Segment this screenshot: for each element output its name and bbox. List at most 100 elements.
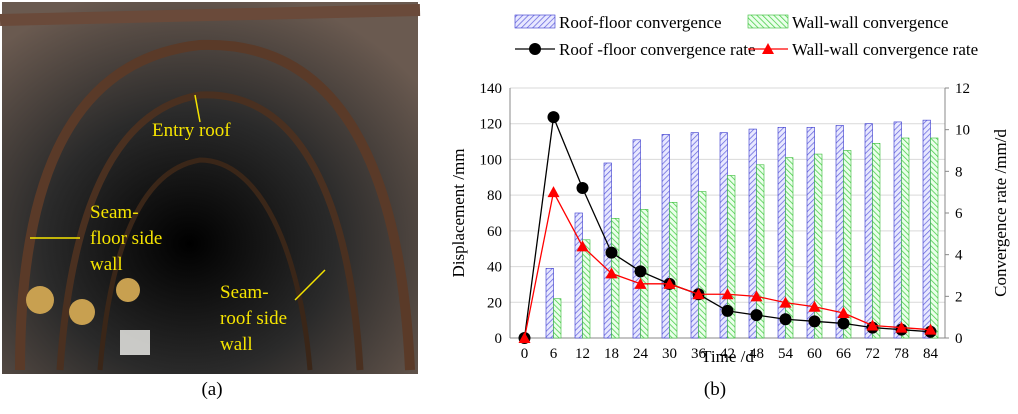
y-tick-label: 80 — [487, 188, 502, 204]
bar — [545, 268, 554, 339]
y-tick-label: 40 — [487, 260, 502, 276]
leader-line — [294, 269, 326, 301]
y-tick-label: 100 — [480, 152, 503, 168]
marker — [837, 317, 850, 330]
marker — [576, 182, 589, 194]
marker — [750, 290, 763, 302]
bar — [698, 191, 707, 339]
legend-swatch — [514, 14, 556, 29]
y-tick-label: 20 — [487, 295, 502, 311]
marker — [779, 313, 792, 326]
bar — [814, 153, 823, 339]
y2-tick-label: 4 — [955, 248, 963, 264]
x-tick-label: 48 — [749, 346, 764, 362]
photo-label: Entry roof — [152, 120, 231, 141]
bar — [930, 137, 939, 339]
y2-tick-label: 8 — [955, 164, 963, 180]
x-tick-label: 84 — [923, 346, 939, 362]
marker — [721, 288, 734, 300]
x-tick-label: 66 — [836, 346, 852, 362]
y2-tick-label: 6 — [955, 206, 963, 222]
marker — [924, 323, 937, 335]
worker — [26, 286, 54, 314]
marker — [518, 332, 531, 343]
x-tick-label: 54 — [778, 346, 794, 362]
marker — [547, 111, 560, 124]
y2-tick-label: 12 — [955, 81, 970, 97]
steel-arch — [97, 157, 313, 371]
x-tick-label: 42 — [720, 346, 735, 362]
x-tick-label: 24 — [633, 346, 649, 362]
legend-label: Roof -floor convergence rate — [559, 40, 756, 59]
lamp-light — [120, 330, 150, 355]
bar — [901, 137, 910, 339]
x-tick-label: 6 — [550, 346, 558, 362]
photo-label: wall — [90, 254, 123, 275]
photo-label: Seam- — [90, 202, 139, 223]
bar — [748, 128, 757, 339]
x-tick-label: 36 — [691, 346, 707, 362]
y-tick-label: 120 — [480, 117, 503, 133]
bar — [632, 139, 641, 339]
bar — [785, 157, 794, 339]
y2-tick-label: 2 — [955, 289, 963, 305]
marker — [837, 307, 850, 318]
bar — [690, 132, 699, 339]
photo-label: Seam- — [220, 282, 269, 303]
marker — [547, 186, 560, 198]
marker — [576, 240, 589, 252]
x-tick-label: 18 — [604, 346, 619, 362]
y-tick-label: 60 — [487, 224, 502, 240]
y-tick-label: 140 — [480, 81, 503, 97]
marker — [663, 277, 676, 289]
marker — [605, 267, 618, 279]
bar — [864, 123, 873, 339]
x-tick-label: 72 — [865, 346, 880, 362]
x-tick-label: 12 — [575, 346, 590, 362]
photo-label: floor side — [90, 228, 162, 249]
legend-swatch — [747, 14, 789, 29]
marker — [895, 321, 908, 333]
bar — [756, 164, 765, 339]
worker — [116, 278, 140, 302]
marker — [808, 315, 821, 328]
y-axis-title: Displacement /mm — [449, 149, 468, 278]
marker — [721, 304, 734, 317]
bar — [872, 143, 881, 339]
leader-line — [194, 94, 201, 123]
marker — [750, 309, 763, 322]
bar — [835, 125, 844, 339]
photo-label: wall — [220, 334, 253, 355]
bar — [727, 175, 736, 339]
marker — [808, 300, 821, 312]
y2-axis-title: Convergence rate /mm/d — [991, 129, 1010, 297]
photo — [0, 2, 421, 374]
y2-tick-label: 0 — [955, 331, 963, 347]
marker — [762, 43, 774, 54]
marker — [634, 277, 647, 289]
bar — [574, 212, 583, 339]
steel-arch — [15, 39, 415, 371]
marker — [634, 265, 647, 278]
marker — [866, 319, 879, 331]
marker — [529, 43, 541, 55]
legend-label: Wall-wall convergence — [792, 13, 948, 32]
legend-label: Wall-wall convergence rate — [792, 40, 978, 59]
bar — [922, 119, 931, 339]
caption: (a) — [201, 379, 222, 400]
x-tick-label: 78 — [894, 346, 909, 362]
caption: (b) — [704, 379, 726, 400]
y2-tick-label: 10 — [955, 123, 970, 139]
bar — [582, 239, 591, 339]
bar — [553, 298, 562, 339]
steel-beam — [0, 4, 421, 26]
photo-label: roof side — [220, 308, 287, 329]
x-tick-label: 30 — [662, 346, 677, 362]
marker — [692, 288, 705, 300]
x-axis-title: Time /d — [701, 347, 754, 366]
y-tick-label: 0 — [495, 331, 503, 347]
bar — [843, 150, 852, 339]
marker — [779, 296, 792, 308]
bar — [669, 201, 678, 339]
